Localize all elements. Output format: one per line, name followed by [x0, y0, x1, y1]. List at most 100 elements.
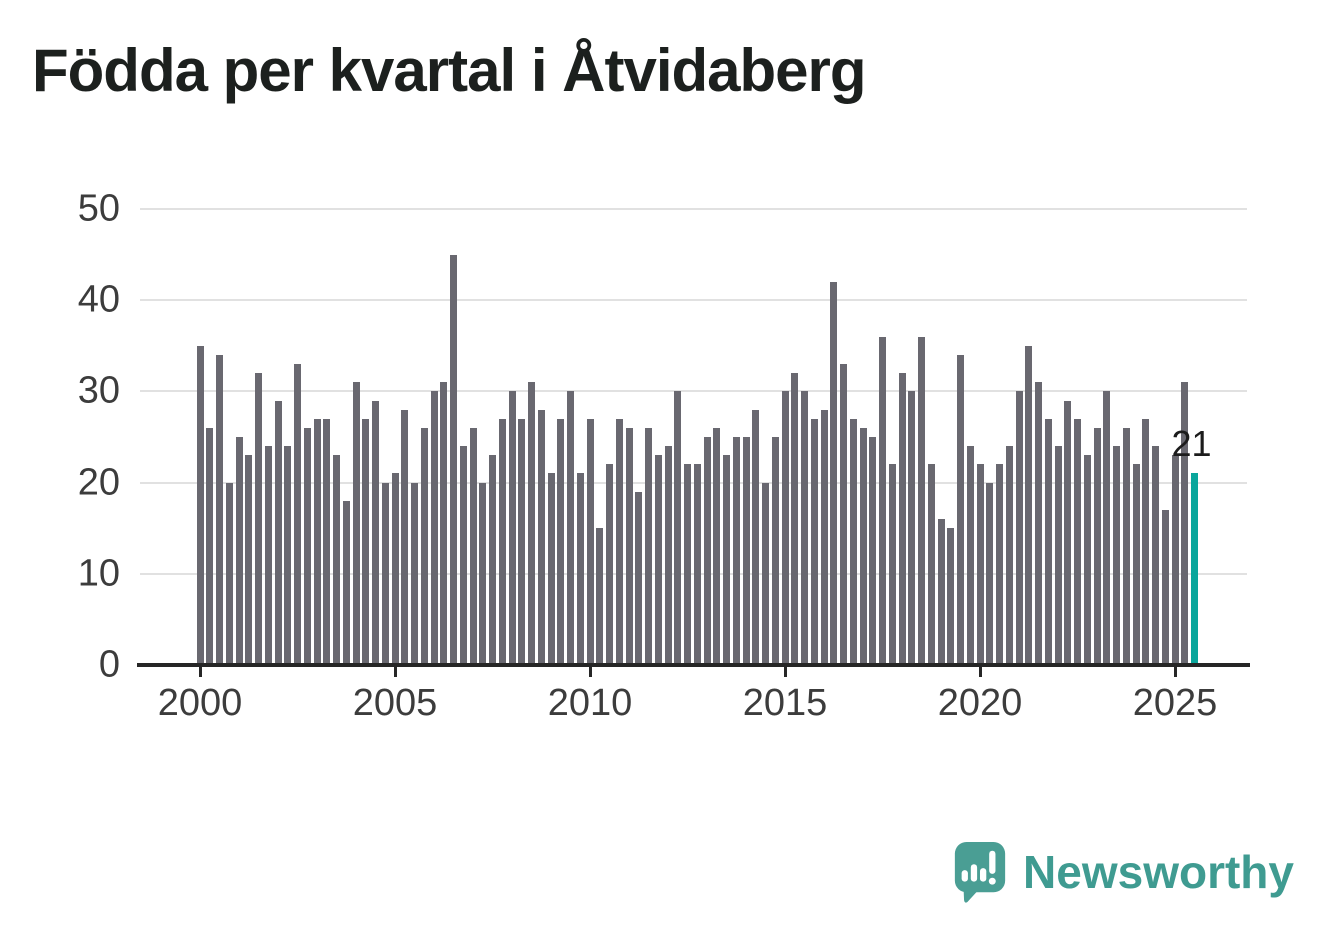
bar: [576, 473, 584, 665]
bar: [303, 427, 311, 665]
bar: [791, 373, 799, 665]
x-axis-tick-2010: [588, 667, 592, 677]
bar: [489, 455, 496, 665]
bar: [284, 446, 292, 665]
y-axis-tick-label: 40: [77, 278, 120, 321]
bar: [859, 427, 867, 665]
bar: [947, 528, 955, 665]
latest-value-label: 21: [1171, 423, 1212, 465]
bar: [1161, 509, 1169, 665]
newsworthy-bubble-chart-icon: [954, 842, 1006, 903]
bar: [1044, 418, 1052, 665]
bar: [879, 336, 886, 665]
bar: [498, 418, 506, 665]
bar: [206, 427, 214, 665]
x-axis-tick-label-2025: 2025: [1132, 682, 1218, 724]
bar: [1083, 455, 1091, 665]
x-axis-tick-2025: [1173, 667, 1177, 677]
bar: [420, 427, 428, 665]
bar: [294, 364, 301, 665]
bar: [245, 455, 253, 665]
bar: [781, 391, 789, 665]
bar: [1181, 382, 1189, 665]
bar: [966, 446, 974, 665]
gridline-y-30: [140, 390, 1247, 393]
bar: [810, 418, 818, 665]
bar: [615, 418, 623, 665]
bar: [918, 336, 925, 665]
gridline-y-10: [140, 572, 1247, 575]
bar: [849, 418, 857, 665]
bar: [430, 391, 438, 665]
bar: [723, 455, 730, 665]
bar: [1074, 418, 1081, 665]
bar: [713, 427, 721, 665]
gridline-y-50: [140, 208, 1247, 210]
bar: [840, 364, 847, 665]
bar: [1093, 427, 1101, 665]
bar: [469, 427, 477, 665]
x-axis-tick-label-2010: 2010: [547, 682, 633, 724]
bar: [596, 528, 604, 665]
bar: [625, 427, 633, 665]
bar: [684, 464, 691, 665]
bar: [450, 254, 457, 665]
bar: [1025, 345, 1033, 665]
newsworthy-logo: Newsworthy: [951, 840, 1294, 904]
bar: [606, 464, 613, 665]
bar: [528, 382, 535, 665]
bar: [372, 400, 379, 665]
bar: [820, 409, 828, 665]
x-axis-tick-label-2005: 2005: [352, 682, 438, 724]
bar: [830, 281, 838, 665]
bar: [196, 345, 204, 665]
bar: [518, 418, 526, 665]
bar: [752, 409, 760, 665]
gridline-y-40: [140, 299, 1247, 302]
x-axis-tick-label-2020: 2020: [937, 682, 1023, 724]
bar: [1064, 400, 1072, 665]
bar: [645, 427, 652, 665]
bar: [235, 437, 243, 665]
bar: [352, 382, 360, 665]
bar: [674, 391, 682, 665]
bar: [411, 482, 418, 665]
newsworthy-wordmark: Newsworthy: [1023, 846, 1294, 898]
bar: [547, 473, 555, 665]
bar: [1054, 446, 1062, 665]
bar: [937, 519, 945, 665]
bar: [274, 400, 282, 665]
bar: [1103, 391, 1111, 665]
gridline-y-20: [140, 481, 1247, 484]
bar: [908, 391, 916, 665]
bar: [703, 437, 711, 665]
bar: [216, 354, 223, 665]
bar: [635, 491, 643, 665]
bar: [888, 464, 896, 665]
bar: [508, 391, 516, 665]
bar: [986, 482, 994, 665]
bar: [333, 455, 340, 665]
bar: [1113, 446, 1120, 665]
bar: [1015, 391, 1023, 665]
bar: [459, 446, 467, 665]
bar: [732, 437, 740, 665]
bar: [664, 446, 672, 665]
y-axis-tick-label: 30: [77, 369, 120, 412]
bar: [976, 464, 984, 665]
bar: [479, 482, 487, 665]
bar: [362, 418, 370, 665]
bar: [313, 418, 321, 665]
y-axis-tick-label: 10: [77, 552, 120, 595]
bar: [654, 455, 662, 665]
bar: [762, 482, 769, 665]
bar: [693, 464, 701, 665]
bar: [557, 418, 565, 665]
bar: [1122, 427, 1130, 665]
y-axis-tick-label: 20: [77, 461, 120, 504]
bar: [742, 437, 750, 665]
x-axis-line: [137, 663, 1250, 667]
bar: [537, 409, 545, 665]
bar: [898, 373, 906, 665]
